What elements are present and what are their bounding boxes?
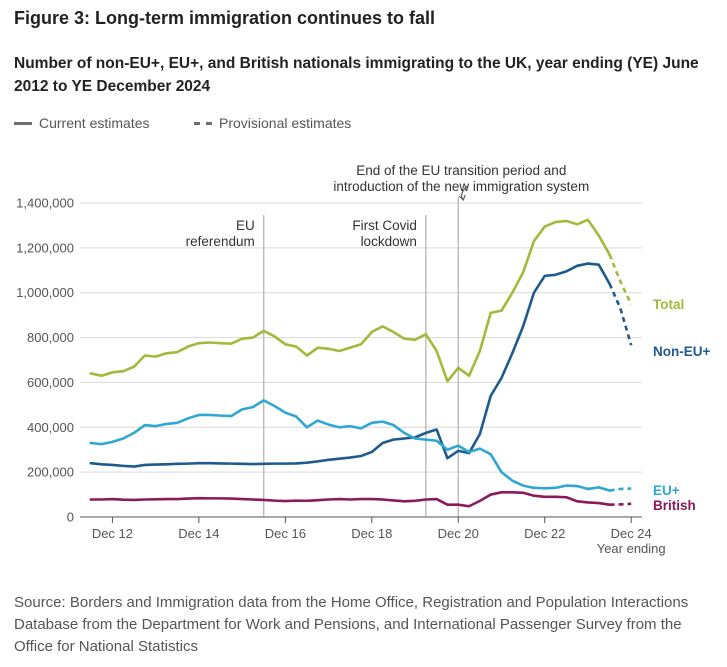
- event-annotation-text: EU: [236, 218, 255, 233]
- series-labels: Total Non-EU+ EU+British: [653, 297, 710, 513]
- y-tick-label: 800,000: [27, 330, 74, 345]
- y-tick-label: 200,000: [27, 465, 74, 480]
- series-label-total: Total: [653, 297, 684, 312]
- event-annotation-text: introduction of the new immigration syst…: [333, 179, 589, 194]
- y-tick-label: 1,000,000: [16, 285, 74, 300]
- x-tick-label: Dec 22: [524, 526, 565, 541]
- x-tick-label: Dec 24: [611, 526, 652, 541]
- series-line-eu-provisional: [609, 487, 632, 492]
- solid-line-swatch: [14, 121, 32, 125]
- x-axis-title: Year ending: [597, 541, 666, 556]
- x-tick-label: Dec 18: [351, 526, 392, 541]
- x-tick-label: Dec 20: [438, 526, 479, 541]
- figure-title: Figure 3: Long-term immigration continue…: [14, 8, 436, 28]
- y-tick-label: 1,200,000: [16, 240, 74, 255]
- series-line-total-provisional: [608, 254, 633, 305]
- legend-current-label: Current estimates: [39, 115, 150, 131]
- event-annotation-text: First Covid: [352, 218, 417, 233]
- legend-current-estimates: Current estimates: [14, 115, 149, 131]
- x-tick-label: Dec 14: [178, 526, 219, 541]
- series-line-non_eu-current: [89, 262, 611, 468]
- series-lines: [89, 218, 633, 508]
- y-tick-label: 0: [67, 510, 74, 525]
- series-label-british: British: [653, 498, 696, 513]
- axes: 0 200,000 400,000 600,000 800,000 1,000,000 1,…: [16, 196, 665, 557]
- event-annotation-text: referendum: [186, 234, 255, 249]
- event-annotation-text: lockdown: [361, 234, 417, 249]
- legend-provisional-label: Provisional estimates: [219, 115, 352, 131]
- dashed-line-swatch: [194, 121, 212, 125]
- x-tick-label: Dec 16: [265, 526, 306, 541]
- y-tick-label: 400,000: [27, 420, 74, 435]
- series-line-british-provisional: [609, 502, 632, 506]
- series-label-non_eu: Non-EU+: [653, 344, 710, 359]
- annotation-arrowhead-icon: [458, 194, 466, 201]
- series-line-eu-current: [89, 399, 611, 492]
- x-tick-label: Dec 12: [92, 526, 133, 541]
- y-tick-label: 1,400,000: [16, 196, 74, 211]
- gridlines: [80, 202, 642, 473]
- figure-subtitle: Number of non-EU+, EU+, and British nati…: [14, 55, 699, 95]
- series-line-british-current: [89, 491, 611, 508]
- y-tick-label: 600,000: [27, 375, 74, 390]
- event-annotation-text: End of the EU transition period and: [356, 163, 566, 178]
- source-note: Source: Borders and Immigration data fro…: [14, 594, 689, 655]
- series-line-total-current: [89, 218, 611, 383]
- series-label-eu: EU+: [653, 483, 680, 498]
- legend-provisional-estimates: Provisional estimates: [194, 115, 351, 131]
